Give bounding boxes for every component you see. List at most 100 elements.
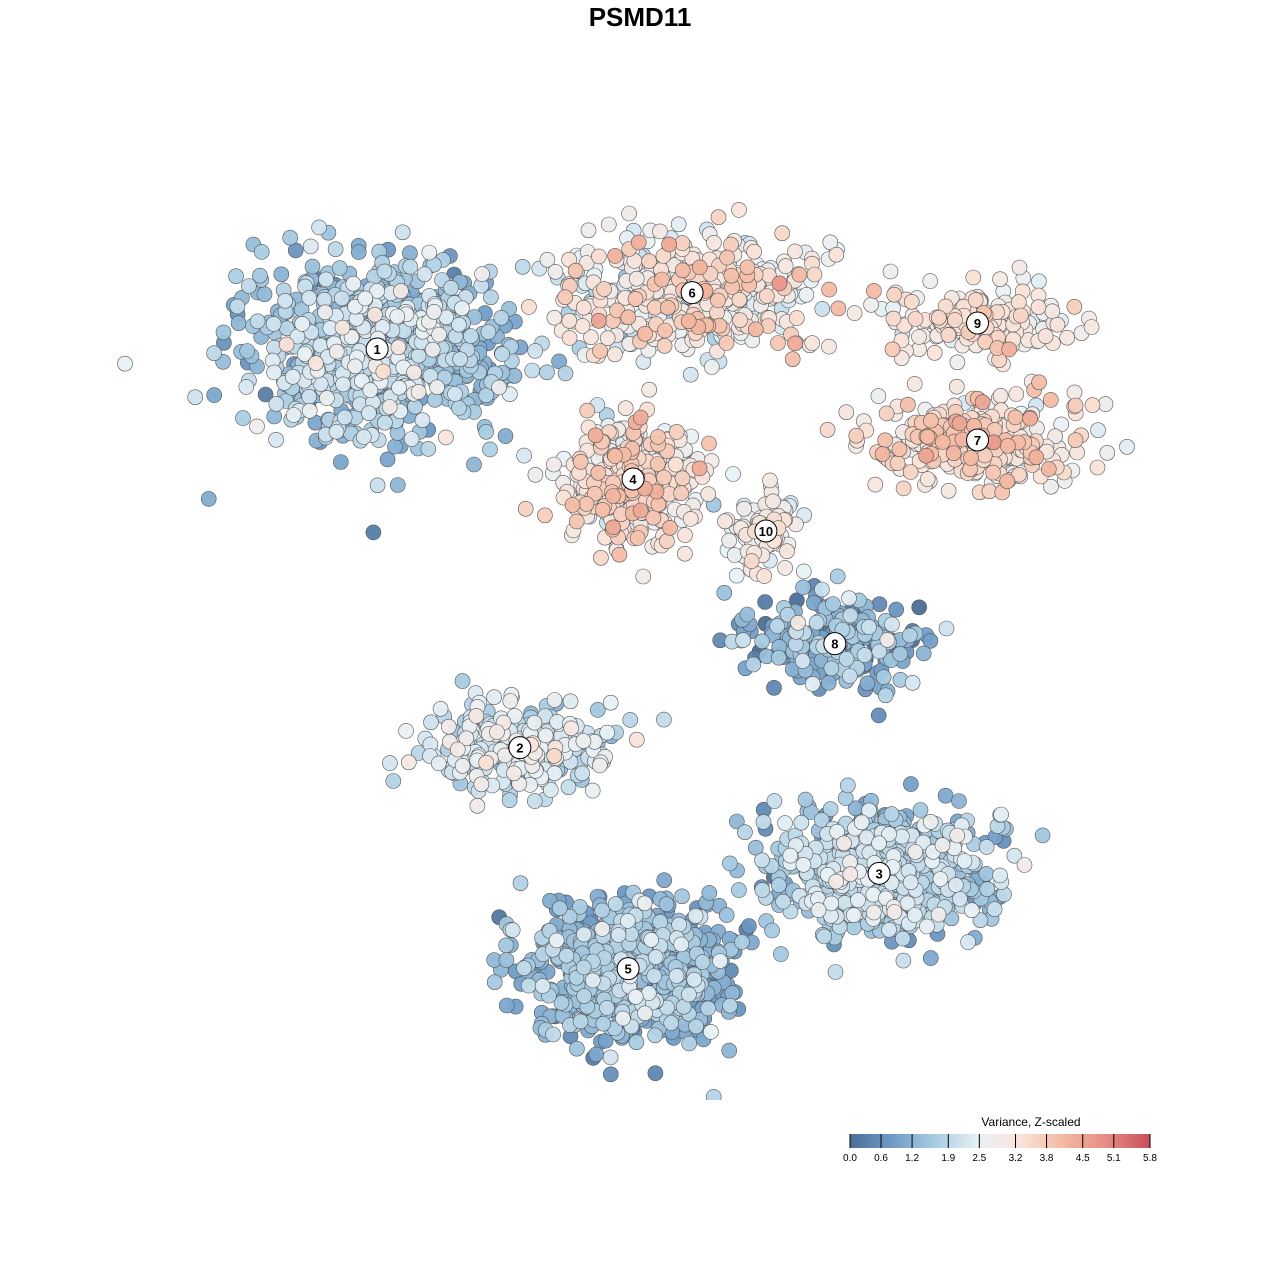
data-point <box>923 412 939 429</box>
data-point <box>620 309 637 326</box>
data-point <box>635 568 652 585</box>
data-point <box>652 914 669 930</box>
data-point <box>521 299 537 315</box>
data-point <box>301 402 318 419</box>
data-point <box>808 614 825 631</box>
data-point <box>746 243 762 260</box>
data-point <box>722 997 738 1014</box>
data-point <box>1119 438 1135 455</box>
data-point <box>369 477 386 494</box>
data-point <box>572 453 589 470</box>
data-point <box>871 596 888 613</box>
data-point <box>534 978 551 994</box>
data-point <box>466 456 482 473</box>
colorbar-tick-label: 2.5 <box>972 1153 986 1164</box>
data-point <box>377 414 393 431</box>
data-point <box>545 1026 561 1043</box>
data-point <box>774 225 791 241</box>
data-point <box>426 303 442 320</box>
data-point <box>788 310 805 326</box>
data-point <box>546 748 563 764</box>
data-point <box>1066 298 1083 315</box>
data-point <box>1049 316 1066 333</box>
data-point <box>1099 444 1116 461</box>
data-point <box>903 293 920 310</box>
data-point <box>938 620 955 637</box>
data-point <box>367 306 383 323</box>
colorbar-tick-label: 3.2 <box>1009 1153 1023 1164</box>
data-point <box>874 446 891 462</box>
data-point <box>452 351 468 368</box>
data-point <box>771 275 788 292</box>
data-point <box>967 292 984 308</box>
data-point <box>777 560 793 576</box>
data-point <box>895 480 912 497</box>
data-point <box>681 986 697 1003</box>
data-point <box>940 482 957 499</box>
data-point <box>828 246 845 263</box>
data-point <box>454 673 471 689</box>
data-point <box>454 757 471 774</box>
data-point <box>200 491 217 507</box>
colorbar-tick-label: 1.9 <box>941 1153 955 1164</box>
data-point <box>1067 397 1084 414</box>
data-point <box>576 988 592 1005</box>
data-point <box>747 321 764 338</box>
data-point <box>806 266 823 283</box>
data-point <box>784 351 801 368</box>
colorbar-tick-label: 0.6 <box>874 1153 888 1164</box>
data-point <box>810 902 827 918</box>
data-point <box>400 754 417 771</box>
data-point <box>1031 374 1047 391</box>
data-point <box>671 916 687 933</box>
data-point <box>621 205 637 222</box>
data-point <box>993 806 1009 823</box>
data-point <box>886 286 903 303</box>
data-point <box>725 466 741 482</box>
data-point <box>551 353 567 370</box>
data-point <box>502 693 519 709</box>
data-point <box>617 400 634 417</box>
data-point <box>1041 461 1057 477</box>
data-point <box>632 502 649 519</box>
data-point <box>572 1013 589 1030</box>
data-point <box>819 421 836 438</box>
data-point <box>974 394 991 411</box>
data-point <box>643 931 660 948</box>
data-point <box>922 273 939 289</box>
data-point <box>410 384 427 400</box>
points-layer <box>117 202 1135 1100</box>
data-point <box>480 324 497 340</box>
data-point <box>355 429 372 445</box>
data-point <box>722 855 738 872</box>
data-point <box>731 202 747 218</box>
data-point <box>607 448 623 464</box>
data-point <box>889 455 906 471</box>
cluster-label-3: 3 <box>867 861 891 885</box>
data-point <box>838 404 855 421</box>
data-point <box>915 645 932 662</box>
colorbar-legend: 0.0 0.6 1.2 1.9 2.5 3.2 3.8 4.5 5.1 5.8 Variance,… <box>835 1112 1165 1172</box>
data-point <box>906 907 923 923</box>
data-point <box>907 311 924 327</box>
data-point <box>1083 319 1100 335</box>
scatter-plot: 1 2 3 4 5 6 7 8 9 10 <box>117 202 1135 1100</box>
data-point <box>332 454 349 470</box>
data-point <box>318 271 334 288</box>
data-point <box>947 877 964 893</box>
data-point <box>919 471 936 487</box>
data-point <box>548 932 565 949</box>
data-point <box>1037 328 1054 345</box>
data-point <box>602 1049 619 1066</box>
data-point <box>741 918 757 934</box>
cluster-label-text: 3 <box>875 866 882 881</box>
data-point <box>718 907 735 923</box>
data-point <box>782 847 799 864</box>
data-point <box>416 266 433 283</box>
data-point <box>498 997 515 1014</box>
data-point <box>382 755 398 771</box>
data-point <box>754 882 771 898</box>
data-point <box>590 464 607 481</box>
data-point <box>584 972 601 989</box>
data-point <box>393 283 409 299</box>
